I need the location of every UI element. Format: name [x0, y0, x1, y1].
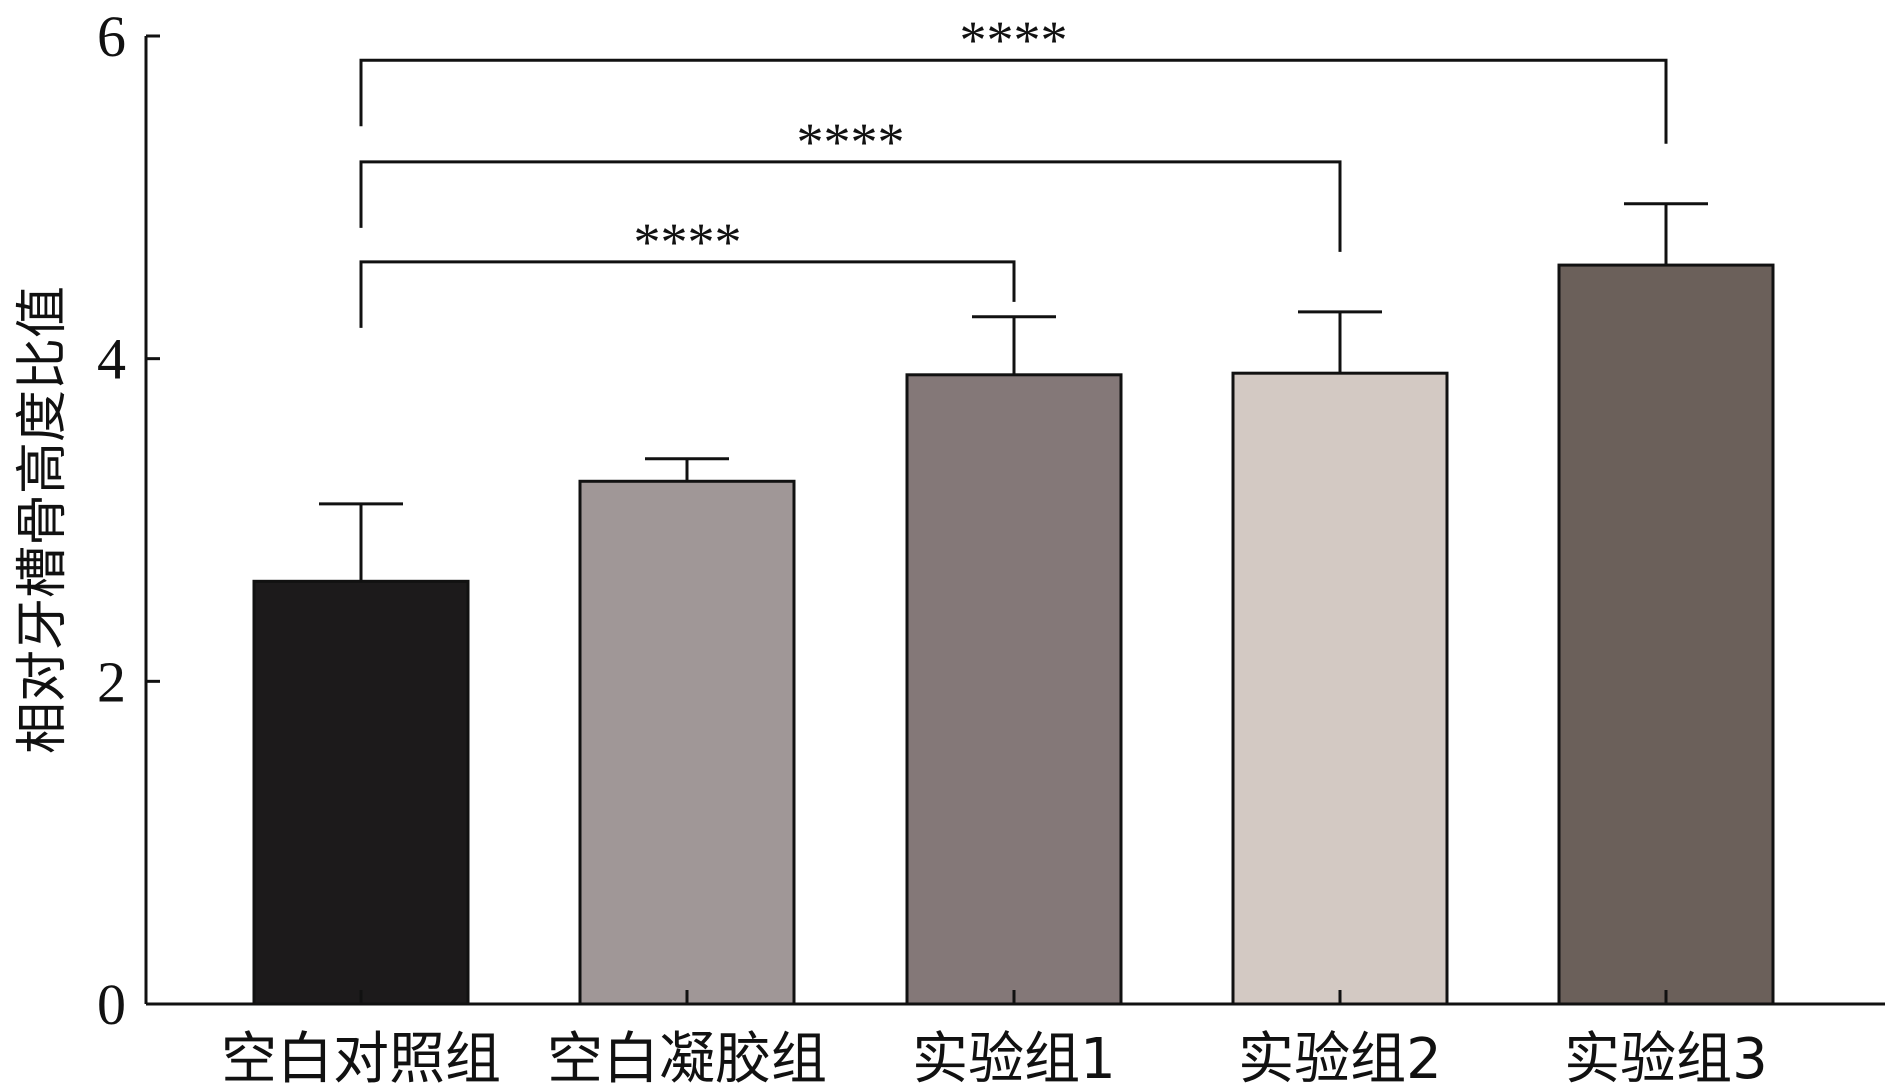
bar-4	[1557, 263, 1775, 1006]
y-tick-label-6: 6	[97, 4, 126, 69]
significance-bracket-2	[359, 260, 1016, 328]
axes-group: 0 2 4 6 空白对照组 空白凝胶组 实验组1 实验组2 实验组3	[97, 4, 1885, 1090]
bar-0	[252, 579, 470, 1006]
bar-3	[1231, 371, 1449, 1006]
x-tick-label-0: 空白对照组	[221, 1027, 501, 1090]
y-axis-title: 相对牙槽骨高度比值	[13, 286, 73, 754]
y-tick-label-0: 0	[97, 972, 126, 1037]
x-tick-label-2: 实验组1	[912, 1027, 1116, 1090]
bar-2	[905, 373, 1123, 1006]
bars-group	[252, 263, 1775, 1006]
y-tick-label-4: 4	[97, 327, 126, 392]
bar-1	[578, 479, 796, 1006]
significance-label-2: ****	[634, 212, 742, 272]
significance-label-1: ****	[797, 112, 905, 172]
significance-group: **** **** ****	[359, 10, 1668, 328]
x-tick-label-3: 实验组2	[1238, 1027, 1442, 1090]
y-tick-label-2: 2	[97, 649, 126, 714]
error-bars-group	[319, 202, 1708, 582]
significance-label-0: ****	[960, 10, 1068, 70]
significance-bracket-0	[359, 58, 1668, 144]
significance-bracket-1	[359, 160, 1342, 252]
x-tick-label-4: 实验组3	[1564, 1027, 1768, 1090]
x-tick-label-1: 空白凝胶组	[547, 1027, 827, 1090]
